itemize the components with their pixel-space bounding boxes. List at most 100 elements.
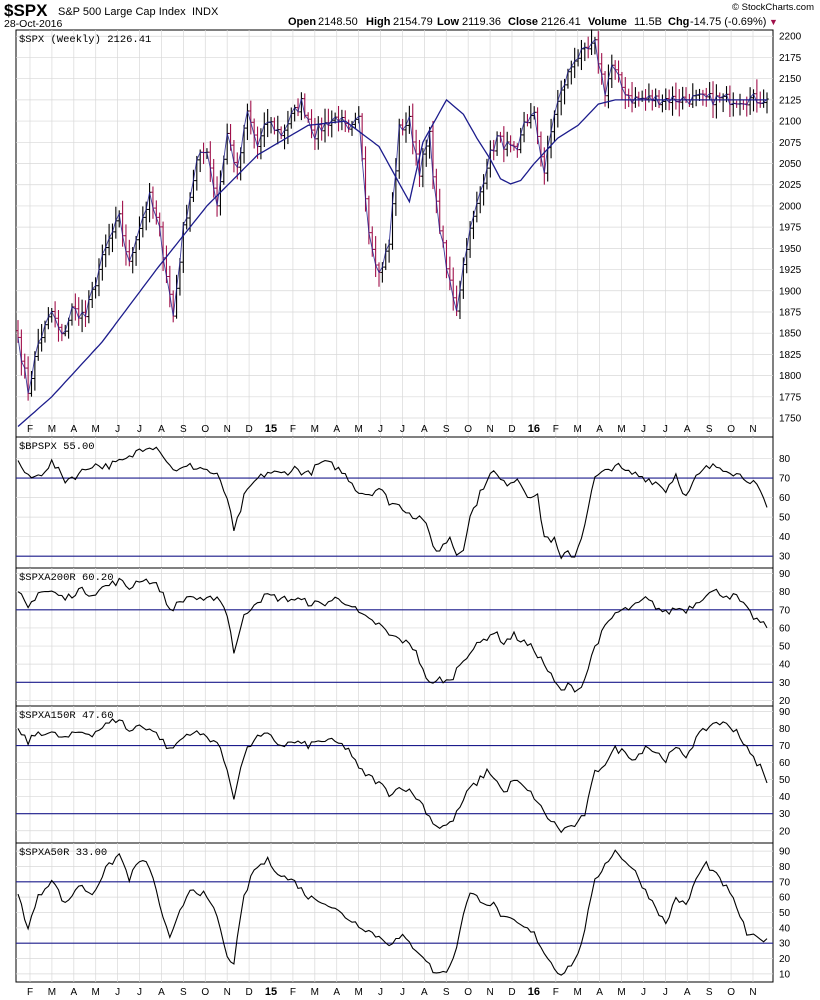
x-tick-label-bottom: 15 [265, 986, 277, 998]
spxa150r-tick-label: 50 [779, 775, 791, 786]
x-tick-label-top: M [617, 424, 625, 435]
bpspx-tick-label: 70 [779, 474, 791, 485]
symbol: $SPX [4, 1, 48, 20]
spxa150r-series-label: $SPXA150R 47.60 [19, 710, 114, 722]
x-tick-label-top: M [92, 424, 100, 435]
x-tick-label-bottom: F [553, 987, 559, 998]
price-moving-average [17, 98, 767, 427]
high-value: 2154.79 [393, 16, 433, 28]
x-tick-label-top: N [224, 424, 231, 435]
open-value: 2148.50 [318, 16, 358, 28]
x-tick-label-bottom: M [617, 987, 625, 998]
x-tick-label-bottom: A [333, 987, 340, 998]
x-tick-label-bottom: M [92, 987, 100, 998]
x-tick-label-top: S [706, 424, 713, 435]
spxa50r-tick-label: 40 [779, 923, 791, 934]
x-tick-label-bottom: J [663, 987, 668, 998]
x-tick-label-top: M [354, 424, 362, 435]
spxa50r-tick-label: 50 [779, 908, 791, 919]
spxa150r-tick-label: 90 [779, 707, 791, 718]
spxa50r-tick-label: 70 [779, 877, 791, 888]
spxa150r-tick-label: 80 [779, 724, 791, 735]
x-tick-label-bottom: D [508, 987, 515, 998]
price-tick-label: 2175 [779, 53, 802, 64]
x-tick-label-top: M [311, 424, 319, 435]
spxa200r-tick-label: 60 [779, 623, 791, 634]
price-close-line [17, 38, 768, 394]
x-tick-label-top: 15 [265, 423, 277, 435]
x-tick-label-top: S [180, 424, 187, 435]
price-tick-label: 2000 [779, 201, 802, 212]
x-tick-label-top: A [596, 424, 603, 435]
low-value: 2119.36 [462, 16, 501, 28]
x-tick-label-top: A [421, 424, 428, 435]
spxa50r-series-line [17, 849, 768, 976]
price-tick-label: 1950 [779, 244, 802, 255]
high-label: High [366, 16, 391, 28]
x-tick-label-top: D [245, 424, 252, 435]
x-tick-label-top: J [115, 424, 120, 435]
bpspx-tick-label: 50 [779, 513, 791, 524]
price-tick-label: 1775 [779, 392, 802, 403]
price-tick-label: 2025 [779, 180, 802, 191]
close-label: Close [508, 16, 538, 28]
x-tick-label-bottom: M [574, 987, 582, 998]
spxa50r-tick-label: 10 [779, 969, 791, 980]
price-tick-label: 2125 [779, 95, 802, 106]
x-tick-label-bottom: F [290, 987, 296, 998]
price-tick-label: 2050 [779, 159, 802, 170]
price-tick-label: 2150 [779, 74, 802, 85]
x-tick-label-bottom: M [311, 987, 319, 998]
x-tick-label-top: S [443, 424, 450, 435]
bpspx-series-line [17, 446, 768, 560]
x-tick-label-top: D [508, 424, 515, 435]
x-tick-label-bottom: J [115, 987, 120, 998]
bpspx-panel: 30 40 50 60 70 80 $BPSPX 55.00 [15, 436, 791, 569]
chg-down-arrow-icon: ▼ [769, 17, 778, 27]
x-tick-label-bottom: N [224, 987, 231, 998]
exchange: INDX [192, 6, 219, 18]
spxa50r-tick-label: 30 [779, 939, 791, 950]
low-label: Low [437, 16, 459, 28]
spxa50r-tick-label: 80 [779, 862, 791, 873]
spxa200r-panel: 20 30 40 50 60 70 80 90 $SPXA200R 60.20 [15, 567, 791, 707]
price-tick-label: 1800 [779, 371, 802, 382]
price-tick-label: 1850 [779, 329, 802, 340]
x-tick-label-top: J [137, 424, 142, 435]
spxa200r-series-label: $SPXA200R 60.20 [19, 572, 114, 584]
x-tick-label-top: F [553, 424, 559, 435]
spxa150r-tick-label: 40 [779, 792, 791, 803]
spxa200r-tick-label: 70 [779, 605, 791, 616]
spxa50r-series-label: $SPXA50R 33.00 [19, 847, 107, 859]
x-tick-label-top: A [70, 424, 77, 435]
bpspx-tick-label: 30 [779, 552, 791, 563]
bpspx-tick-label: 80 [779, 454, 791, 465]
chart-date: 28-Oct-2016 [4, 18, 63, 30]
spxa150r-series-line [17, 718, 768, 834]
spxa50r-tick-label: 90 [779, 847, 791, 858]
x-tick-label-top: O [464, 424, 472, 435]
x-tick-label-top: N [486, 424, 493, 435]
price-tick-label: 2100 [779, 117, 802, 128]
index-name: S&P 500 Large Cap Index [58, 6, 186, 18]
bpspx-series-label: $BPSPX 55.00 [19, 441, 95, 453]
spxa50r-tick-label: 20 [779, 954, 791, 965]
x-tick-label-top: J [663, 424, 668, 435]
price-tick-label: 1825 [779, 350, 802, 361]
x-tick-label-bottom: J [378, 987, 383, 998]
spxa150r-tick-label: 20 [779, 826, 791, 837]
x-tick-label-bottom: M [354, 987, 362, 998]
spxa150r-panel: 20 30 40 50 60 70 80 90 $SPXA150R 47.60 [15, 705, 791, 844]
x-tick-label-top: J [400, 424, 405, 435]
x-tick-label-bottom: A [684, 987, 691, 998]
spxa200r-frame [15, 567, 774, 707]
x-tick-label-top: A [684, 424, 691, 435]
x-tick-label-top: F [290, 424, 296, 435]
x-tick-label-bottom: S [443, 987, 450, 998]
x-tick-label-top: A [158, 424, 165, 435]
x-tick-label-bottom: M [48, 987, 56, 998]
x-tick-label-bottom: O [727, 987, 735, 998]
x-tick-label-bottom: N [749, 987, 756, 998]
spxa150r-frame [15, 705, 774, 844]
